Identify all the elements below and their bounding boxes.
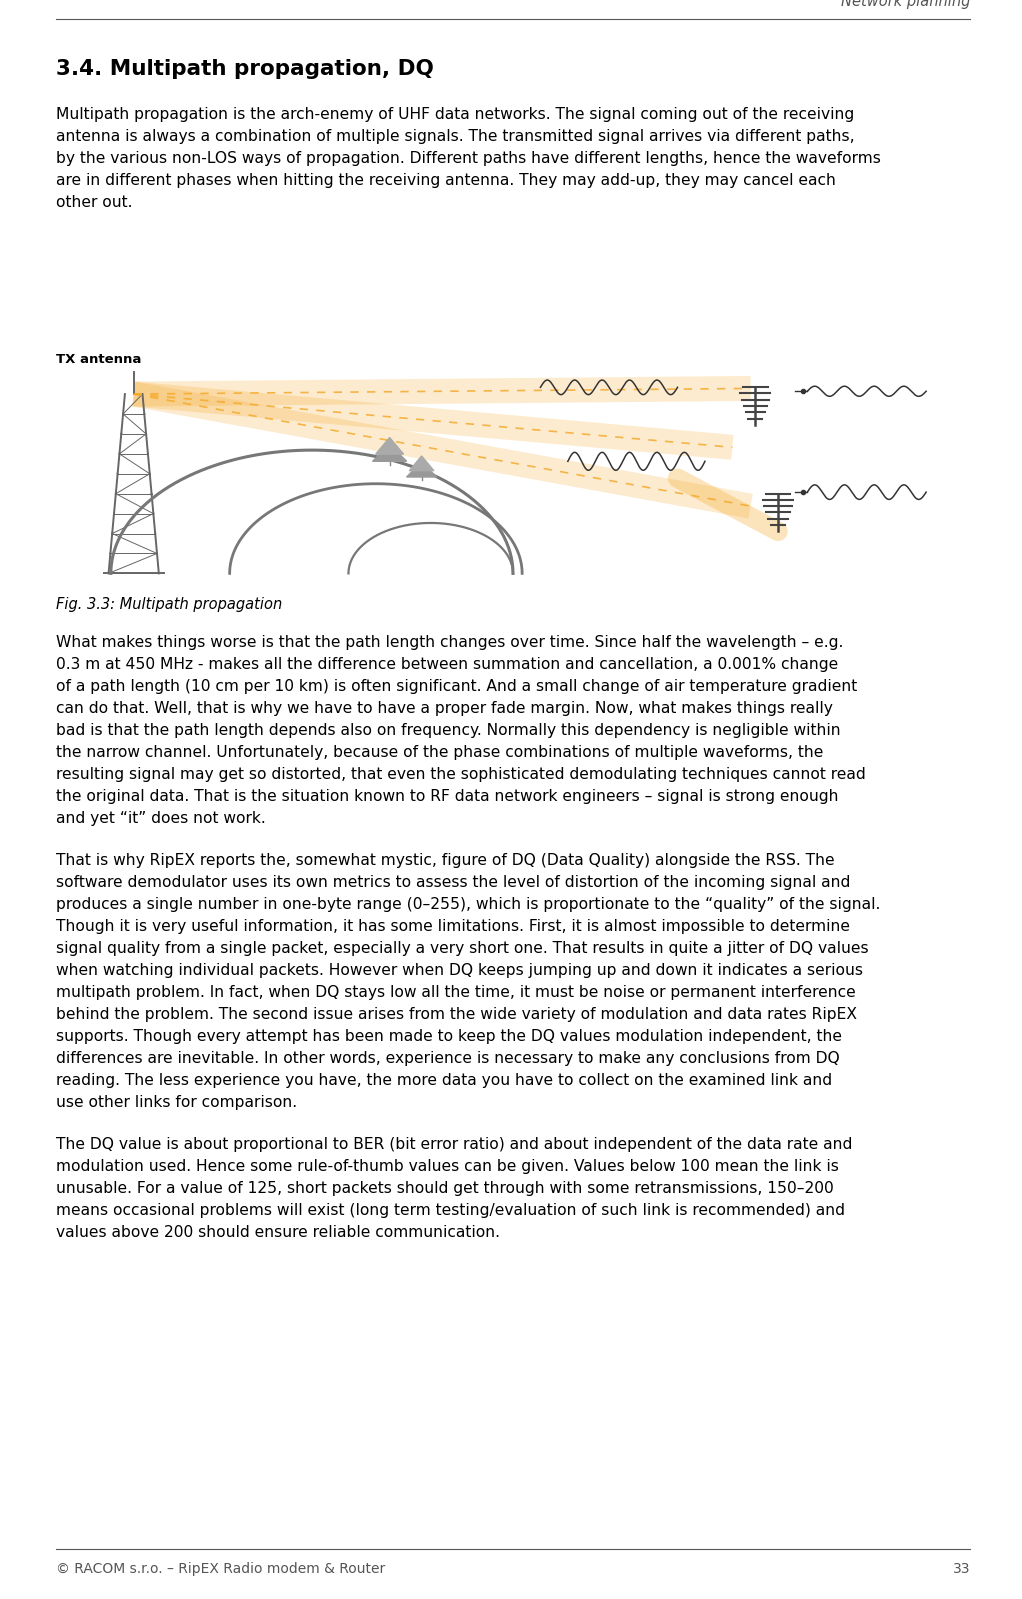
Text: What makes things worse is that the path length changes over time. Since half th: What makes things worse is that the path… <box>56 635 843 651</box>
Text: 3.4. Multipath propagation, DQ: 3.4. Multipath propagation, DQ <box>56 59 434 78</box>
Text: are in different phases when hitting the receiving antenna. They may add-up, the: are in different phases when hitting the… <box>56 173 836 189</box>
Text: of a path length (10 cm per 10 km) is often significant. And a small change of a: of a path length (10 cm per 10 km) is of… <box>56 680 857 694</box>
Text: the original data. That is the situation known to RF data network engineers – si: the original data. That is the situation… <box>56 788 838 804</box>
Text: 33: 33 <box>953 1562 970 1577</box>
Text: bad is that the path length depends also on frequency. Normally this dependency : bad is that the path length depends also… <box>56 723 841 739</box>
Text: differences are inevitable. In other words, experience is necessary to make any : differences are inevitable. In other wor… <box>56 1051 840 1067</box>
Text: means occasional problems will exist (long term testing/evaluation of such link : means occasional problems will exist (lo… <box>56 1202 845 1218</box>
Text: 0.3 m at 450 MHz - makes all the difference between summation and cancellation, : 0.3 m at 450 MHz - makes all the differe… <box>56 657 838 672</box>
Text: and yet “it” does not work.: and yet “it” does not work. <box>56 811 266 827</box>
Text: can do that. Well, that is why we have to have a proper fade margin. Now, what m: can do that. Well, that is why we have t… <box>56 700 833 716</box>
Text: supports. Though every attempt has been made to keep the DQ values modulation in: supports. Though every attempt has been … <box>56 1030 842 1044</box>
Text: behind the problem. The second issue arises from the wide variety of modulation : behind the problem. The second issue ari… <box>56 1007 857 1022</box>
Polygon shape <box>409 456 434 470</box>
Text: multipath problem. In fact, when DQ stays low all the time, it must be noise or : multipath problem. In fact, when DQ stay… <box>56 985 855 999</box>
Polygon shape <box>376 438 404 454</box>
Text: other out.: other out. <box>56 195 133 209</box>
Text: reading. The less experience you have, the more data you have to collect on the : reading. The less experience you have, t… <box>56 1073 832 1087</box>
Text: by the various non-LOS ways of propagation. Different paths have different lengt: by the various non-LOS ways of propagati… <box>56 150 881 166</box>
Text: software demodulator uses its own metrics to assess the level of distortion of t: software demodulator uses its own metric… <box>56 875 850 891</box>
Text: unusable. For a value of 125, short packets should get through with some retrans: unusable. For a value of 125, short pack… <box>56 1182 834 1196</box>
Text: produces a single number in one-byte range (0–255), which is proportionate to th: produces a single number in one-byte ran… <box>56 897 880 911</box>
Text: Multipath propagation is the arch-enemy of UHF data networks. The signal coming : Multipath propagation is the arch-enemy … <box>56 107 854 122</box>
Text: That is why RipEX reports the, somewhat mystic, figure of DQ (Data Quality) alon: That is why RipEX reports the, somewhat … <box>56 852 835 868</box>
Text: antenna is always a combination of multiple signals. The transmitted signal arri: antenna is always a combination of multi… <box>56 130 854 144</box>
Polygon shape <box>372 445 407 462</box>
Polygon shape <box>407 462 436 477</box>
Text: Fig. 3.3: Multipath propagation: Fig. 3.3: Multipath propagation <box>56 596 282 612</box>
Text: the narrow channel. Unfortunately, because of the phase combinations of multiple: the narrow channel. Unfortunately, becau… <box>56 745 824 760</box>
Text: modulation used. Hence some rule-of-thumb values can be given. Values below 100 : modulation used. Hence some rule-of-thum… <box>56 1159 839 1174</box>
Text: values above 200 should ensure reliable communication.: values above 200 should ensure reliable … <box>56 1225 500 1239</box>
Text: The DQ value is about proportional to BER (bit error ratio) and about independen: The DQ value is about proportional to BE… <box>56 1137 852 1151</box>
Text: Network planning: Network planning <box>841 0 970 10</box>
Text: use other links for comparison.: use other links for comparison. <box>56 1095 297 1110</box>
Text: © RACOM s.r.o. – RipEX Radio modem & Router: © RACOM s.r.o. – RipEX Radio modem & Rou… <box>56 1562 385 1577</box>
Text: TX antenna: TX antenna <box>56 353 141 366</box>
Text: Though it is very useful information, it has some limitations. First, it is almo: Though it is very useful information, it… <box>56 919 850 934</box>
Text: when watching individual packets. However when DQ keeps jumping up and down it i: when watching individual packets. Howeve… <box>56 963 863 979</box>
Text: signal quality from a single packet, especially a very short one. That results i: signal quality from a single packet, esp… <box>56 940 869 956</box>
Text: resulting signal may get so distorted, that even the sophisticated demodulating : resulting signal may get so distorted, t… <box>56 768 866 782</box>
